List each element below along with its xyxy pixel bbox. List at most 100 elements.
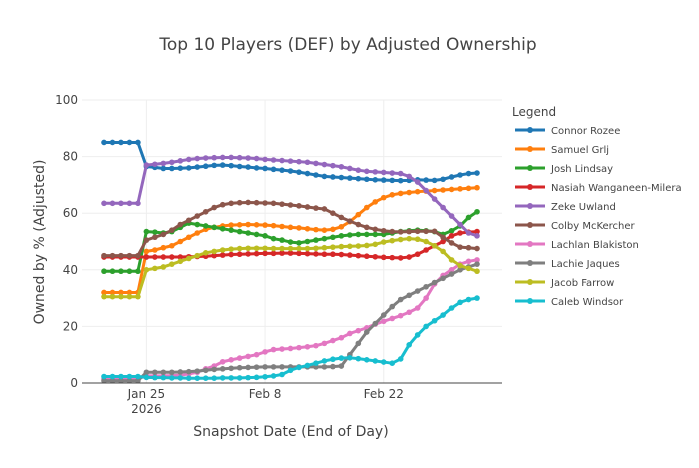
data-point — [253, 222, 260, 228]
chart-title: Top 10 Players (DEF) by Adjusted Ownersh… — [158, 35, 536, 55]
legend-label: Jacob Farrow — [550, 278, 614, 289]
data-point — [253, 374, 260, 381]
data-point — [169, 165, 175, 172]
legend-swatch-marker — [527, 279, 533, 285]
y-tick-label: 0 — [70, 376, 78, 390]
data-point — [245, 353, 251, 360]
data-point — [457, 172, 463, 178]
data-point — [177, 254, 184, 260]
data-point — [330, 210, 336, 216]
data-point — [126, 377, 133, 384]
data-point — [397, 296, 404, 303]
y-tick-label: 100 — [55, 93, 78, 107]
data-point — [143, 369, 150, 376]
data-point — [236, 245, 243, 252]
data-point — [101, 139, 107, 146]
data-point — [253, 155, 260, 162]
data-point — [347, 243, 353, 250]
data-point — [448, 271, 455, 277]
data-point — [152, 247, 158, 253]
data-point — [304, 245, 311, 252]
data-point — [143, 374, 150, 381]
legend-item: Connor Rozee — [515, 126, 620, 137]
data-point — [279, 364, 285, 370]
data-point — [152, 254, 158, 260]
data-point — [177, 369, 184, 375]
x-tick-label: Feb 8 — [249, 387, 282, 401]
data-point — [380, 359, 387, 365]
data-point — [304, 204, 311, 210]
data-point — [143, 267, 150, 273]
data-point — [397, 190, 404, 197]
data-point — [287, 250, 294, 256]
data-point — [219, 201, 226, 208]
data-point — [126, 268, 133, 275]
data-point — [347, 165, 353, 172]
data-point — [270, 235, 277, 242]
data-point — [397, 356, 404, 362]
data-point — [448, 233, 455, 239]
data-point — [347, 252, 353, 258]
data-point — [270, 222, 277, 229]
data-point — [347, 232, 353, 238]
legend-label: Colby McKercher — [551, 221, 636, 232]
data-point — [465, 230, 472, 236]
data-point — [118, 293, 124, 300]
y-axis-title: Owned by % (Adjusted) — [32, 160, 48, 325]
data-point — [380, 177, 387, 183]
data-point — [202, 250, 209, 256]
data-point — [109, 373, 116, 380]
data-point — [270, 166, 277, 173]
series-line — [104, 258, 478, 381]
data-point — [423, 187, 429, 194]
data-point — [270, 200, 277, 207]
data-point — [414, 188, 421, 195]
legend-swatch-marker — [527, 203, 533, 209]
data-point — [101, 252, 107, 259]
data-point — [236, 375, 243, 381]
data-point — [296, 364, 302, 371]
data-point — [465, 214, 472, 221]
legend-swatch-marker — [527, 260, 533, 266]
data-point — [372, 177, 379, 183]
data-point — [355, 167, 362, 173]
y-axis-ticks: 0 20 40 60 80 100 — [55, 93, 78, 390]
data-point — [474, 208, 480, 215]
data-point — [296, 225, 302, 231]
data-point — [363, 329, 370, 335]
data-point — [321, 235, 328, 242]
data-point — [397, 255, 404, 261]
data-point — [372, 226, 379, 233]
data-point — [431, 196, 438, 202]
data-point — [313, 226, 319, 233]
data-point — [321, 206, 328, 212]
data-point — [270, 245, 277, 252]
data-point — [236, 364, 243, 371]
data-point — [135, 377, 141, 384]
data-point — [287, 239, 294, 245]
data-point — [287, 245, 294, 252]
legend-item: Zeke Uwland — [515, 202, 616, 213]
data-point — [279, 371, 285, 378]
legend-item: Nasiah Wanganeen-Milera — [515, 183, 682, 194]
data-point — [160, 254, 167, 260]
x-axis-title: Snapshot Date (End of Day) — [193, 424, 388, 440]
data-point — [363, 242, 370, 249]
data-point — [152, 234, 158, 241]
data-point — [389, 303, 396, 310]
data-point — [372, 199, 379, 205]
data-point — [338, 174, 345, 181]
data-point — [101, 373, 107, 380]
data-point — [109, 268, 116, 275]
data-point — [313, 251, 319, 257]
data-point — [185, 165, 192, 171]
data-point — [440, 187, 446, 193]
data-point — [270, 250, 277, 257]
data-point — [194, 221, 201, 228]
series — [101, 257, 480, 382]
legend-swatch-marker — [527, 127, 533, 133]
data-point — [363, 168, 370, 175]
data-point — [270, 346, 277, 353]
data-point — [389, 192, 396, 198]
data-point — [397, 236, 404, 243]
